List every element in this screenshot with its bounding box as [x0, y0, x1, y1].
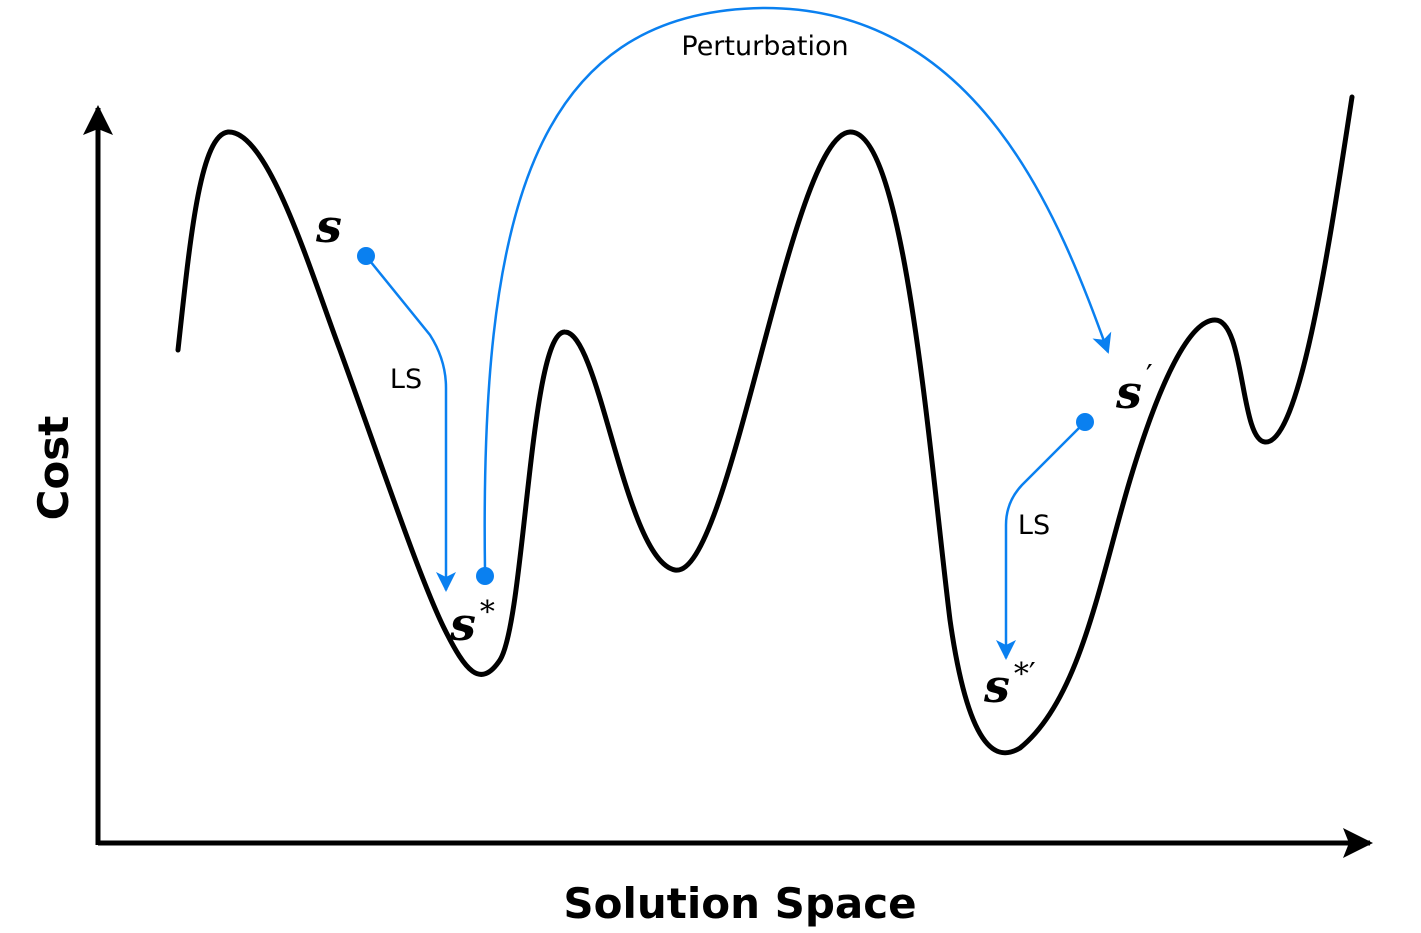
local-optimum-dot: [476, 567, 494, 585]
local-search-arrow-1: [365, 255, 456, 592]
start-solution-dot: [357, 247, 375, 265]
local-optimum-label: s *: [449, 595, 495, 651]
perturbed-solution-label: s ′: [1115, 359, 1153, 419]
local-search-arrow-2: [996, 421, 1086, 660]
local-search-label-2: LS: [1018, 510, 1050, 541]
perturbed-solution-dot: [1076, 413, 1094, 431]
new-local-optimum-label: s *′: [983, 657, 1036, 713]
x-axis-label: Solution Space: [563, 879, 916, 928]
y-axis-label: Cost: [29, 416, 78, 521]
perturbation-arrow: [483, 6, 1112, 571]
perturbation-label: Perturbation: [681, 31, 848, 62]
start-solution-label: s: [315, 199, 342, 253]
local-search-label-1: LS: [390, 364, 422, 395]
cost-landscape-curve: [175, 94, 1355, 756]
